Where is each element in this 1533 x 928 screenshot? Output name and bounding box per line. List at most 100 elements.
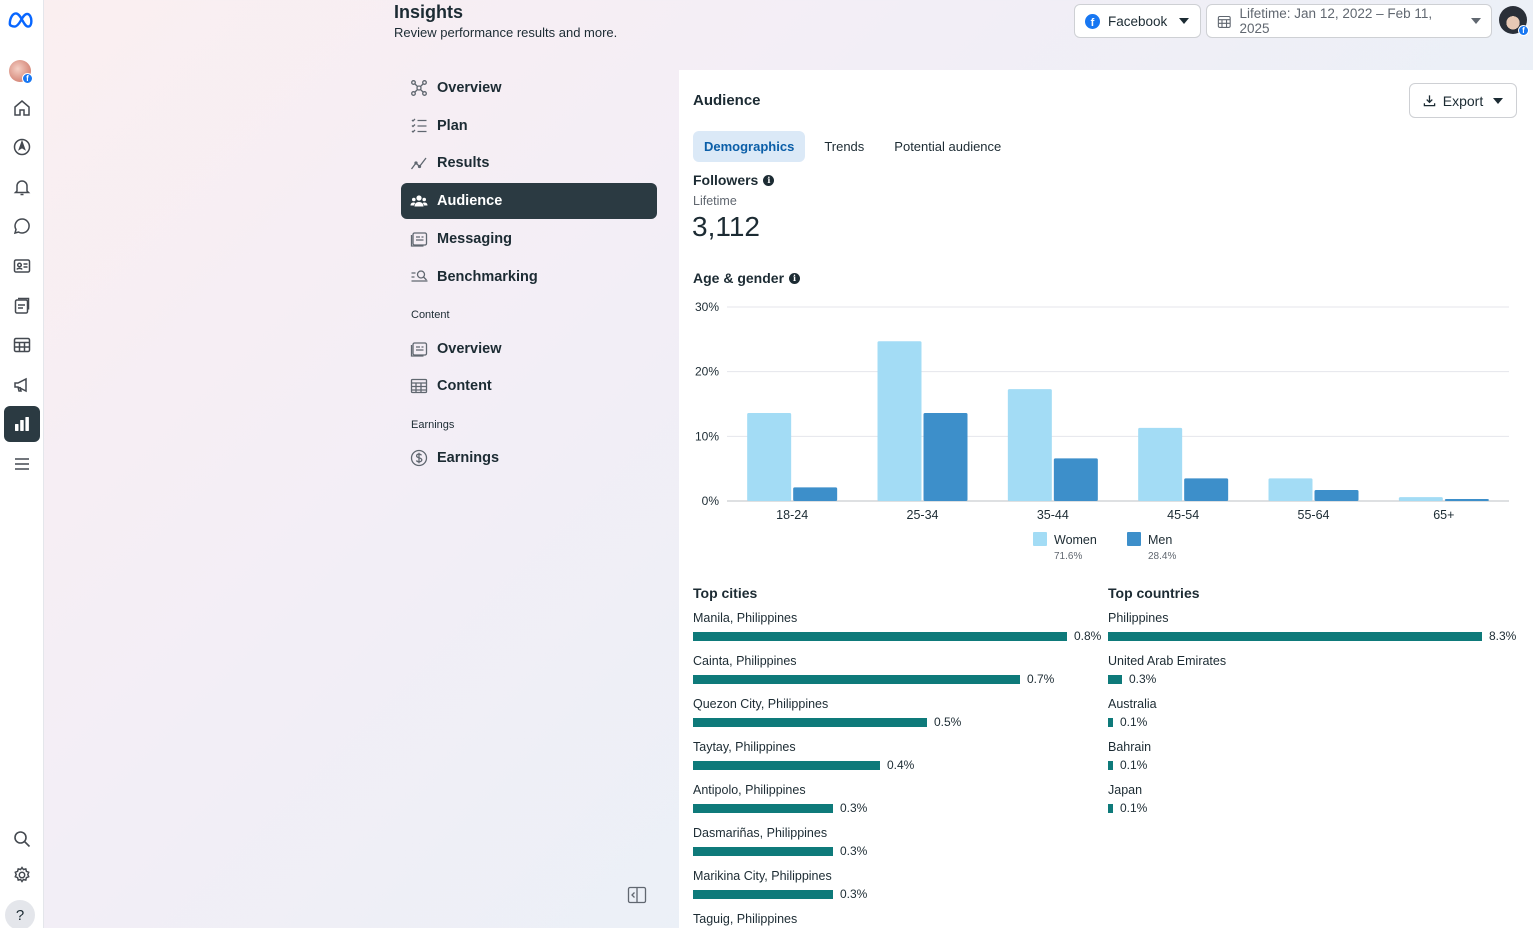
legend-share: 71.6% — [1054, 551, 1082, 562]
y-tick-label: 0% — [702, 494, 720, 508]
bar-list-label: Quezon City, Philippines — [693, 697, 829, 711]
nav-item-content-overview[interactable]: Overview — [401, 331, 657, 367]
nav-item-label: Results — [437, 155, 490, 171]
nav-item-label: Benchmarking — [437, 269, 538, 285]
chevron-down-icon — [1471, 18, 1481, 24]
age-gender-heading: Age & gender i — [693, 270, 801, 286]
messages-icon[interactable] — [4, 208, 40, 244]
meta-logo-icon[interactable] — [4, 2, 40, 38]
page-subtitle: Review performance results and more. — [394, 25, 618, 40]
age-gender-chart: 0% 10% 20% 30% 18-24 25-34 35-44 45-54 55-64 65+ W… — [695, 300, 1509, 562]
people-icon — [410, 195, 428, 207]
bar-list-label: Philippines — [1108, 611, 1169, 625]
table-icon[interactable] — [4, 327, 40, 363]
nav-item-benchmarking[interactable]: Benchmarking — [401, 259, 657, 295]
bar-men-65+ — [1444, 499, 1489, 501]
bar-list-item: Dasmariñas, Philippines 0.3% — [693, 826, 1127, 869]
dollar-icon — [410, 449, 428, 467]
nav-item-label: Plan — [437, 118, 468, 134]
search-icon[interactable] — [4, 821, 40, 857]
bar-men-18-24 — [793, 487, 838, 501]
download-icon — [1423, 95, 1436, 107]
message-list-icon — [410, 232, 428, 247]
nav-item-results[interactable]: Results — [401, 145, 657, 181]
left-rail: f ? — [0, 0, 44, 928]
contact-card-icon[interactable] — [4, 248, 40, 284]
bar-women-65+ — [1398, 497, 1443, 501]
bar-list-item: Australia 0.1% — [1108, 697, 1533, 740]
bar-men-55-64 — [1314, 490, 1359, 501]
nav-item-label: Overview — [437, 80, 502, 96]
x-tick-label: 35-44 — [1037, 508, 1069, 522]
facebook-badge-icon: f — [22, 73, 33, 84]
bar-list-item: Taguig, Philippines — [693, 912, 1127, 928]
nav-section-content: Content — [411, 309, 450, 321]
age-gender-label: Age & gender — [693, 270, 785, 286]
bar-women-18-24 — [747, 413, 792, 501]
menu-icon[interactable] — [4, 446, 40, 482]
bar-list-label: Antipolo, Philippines — [693, 783, 806, 797]
followers-heading: Followers i — [693, 172, 775, 188]
bar-list-fill — [693, 674, 1020, 684]
collapse-sidebar-icon[interactable] — [627, 886, 647, 904]
nav-item-overview[interactable]: Overview — [401, 70, 657, 106]
bar-list-value: 0.3% — [840, 887, 868, 901]
bar-women-25-34 — [877, 341, 922, 501]
legend-swatch-women — [1033, 532, 1047, 546]
bar-list-label: United Arab Emirates — [1108, 654, 1227, 668]
date-range-selector[interactable]: Lifetime: Jan 12, 2022 – Feb 11, 2025 — [1206, 4, 1492, 38]
nav-item-earnings[interactable]: Earnings — [401, 440, 657, 476]
tab-trends[interactable]: Trends — [824, 139, 865, 154]
nav-item-messaging[interactable]: Messaging — [401, 221, 657, 257]
checklist-icon — [411, 118, 427, 133]
bar-list-item: Antipolo, Philippines 0.3% — [693, 783, 1127, 826]
megaphone-icon[interactable] — [4, 367, 40, 403]
followers-label: Followers — [693, 172, 759, 188]
bar-list-item: Manila, Philippines 0.8% — [693, 611, 1127, 654]
compass-icon[interactable] — [4, 129, 40, 165]
tab-potential-audience[interactable]: Potential audience — [894, 139, 1002, 154]
bar-list-value: 0.3% — [1129, 672, 1157, 686]
bar-list-item: Bahrain 0.1% — [1108, 740, 1533, 783]
platform-selector[interactable]: f Facebook — [1074, 4, 1201, 38]
settings-icon[interactable] — [4, 857, 40, 893]
nav-item-label: Overview — [437, 341, 502, 357]
bar-list-item: Philippines 8.3% — [1108, 611, 1533, 654]
bar-list-value: 0.1% — [1120, 715, 1148, 729]
help-icon[interactable]: ? — [5, 900, 35, 928]
bar-men-25-34 — [923, 413, 968, 501]
calendar-icon — [1217, 15, 1231, 28]
bar-list-fill — [1108, 631, 1482, 641]
benchmark-search-icon — [411, 270, 428, 282]
pages-icon[interactable] — [4, 288, 40, 324]
bar-men-35-44 — [1053, 458, 1098, 501]
network-icon — [411, 80, 427, 96]
y-tick-label: 30% — [695, 300, 719, 314]
nav-item-plan[interactable]: Plan — [401, 108, 657, 144]
top-countries-title: Top countries — [1108, 585, 1200, 601]
info-icon[interactable]: i — [789, 272, 801, 284]
nav-item-content[interactable]: Content — [401, 368, 657, 404]
insights-chart-icon[interactable] — [4, 406, 40, 442]
bar-list-label: Cainta, Philippines — [693, 654, 797, 668]
export-button[interactable]: Export — [1409, 83, 1517, 118]
card-title: Audience — [693, 92, 761, 109]
bar-list-label: Australia — [1108, 697, 1157, 711]
legend-share: 28.4% — [1148, 551, 1176, 562]
y-tick-label: 20% — [695, 365, 719, 379]
bar-list-label: Dasmariñas, Philippines — [693, 826, 828, 840]
info-icon[interactable]: i — [763, 174, 775, 186]
bar-list-value: 0.7% — [1027, 672, 1055, 686]
bar-list-fill — [693, 717, 927, 727]
profile-avatar[interactable]: f — [9, 60, 33, 84]
x-tick-label: 55-64 — [1298, 508, 1330, 522]
nav-item-audience[interactable]: Audience — [401, 183, 657, 219]
account-avatar[interactable]: f — [1499, 6, 1529, 36]
x-tick-label: 18-24 — [776, 508, 808, 522]
notifications-icon[interactable] — [4, 169, 40, 205]
bar-list-label: Marikina City, Philippines — [693, 869, 832, 883]
legend-label: Men — [1148, 533, 1172, 547]
home-icon[interactable] — [4, 90, 40, 126]
bar-list-item: Marikina City, Philippines 0.3% — [693, 869, 1127, 912]
tab-demographics[interactable]: Demographics — [693, 131, 806, 162]
